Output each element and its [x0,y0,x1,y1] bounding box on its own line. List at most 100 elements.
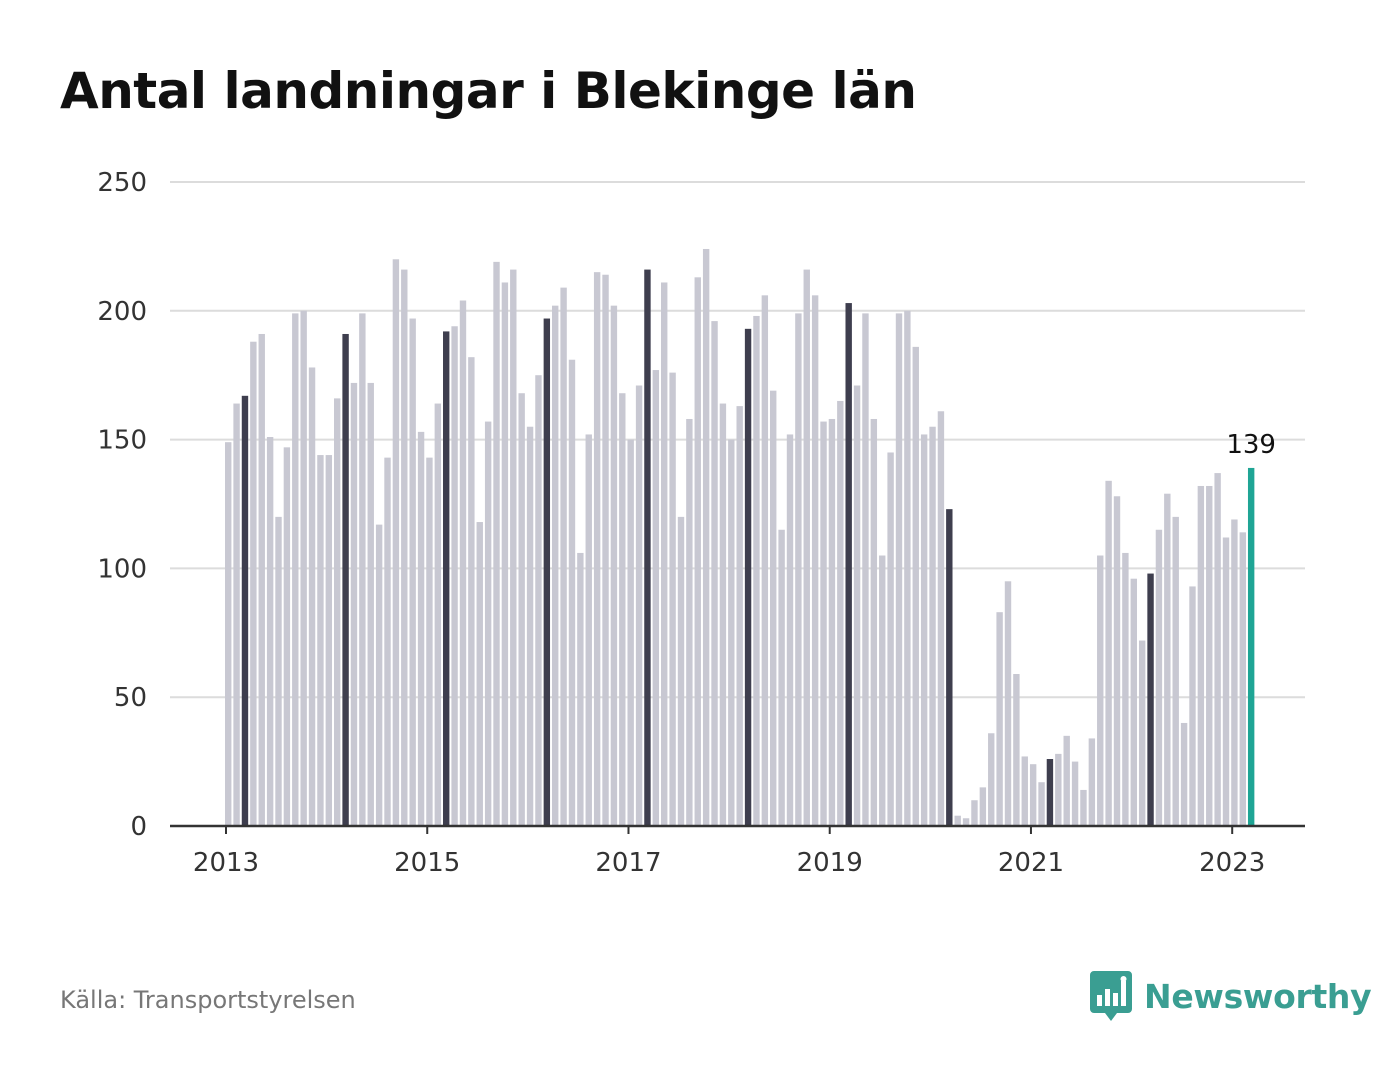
bar [283,447,291,826]
bar [266,437,274,826]
bar [1122,552,1129,826]
newsworthy-logo-icon [1090,971,1132,1021]
bar [1180,722,1188,826]
bar [552,305,559,826]
bar [1231,519,1238,826]
bar [535,375,542,826]
x-axis: 2013 2015 2017 2019 2021 2023 [170,824,1305,878]
bar [510,269,517,827]
chart-title: Antal landningar i Blekinge län [60,62,917,120]
bar [669,372,676,826]
bar [308,367,316,826]
y-tick-label: 250 [97,168,147,198]
bar [359,313,366,826]
bar [1155,529,1163,826]
bar [770,390,777,826]
bar [845,303,852,826]
bar [375,524,383,826]
bar [677,516,685,826]
bar [1097,555,1104,826]
bar [652,370,660,826]
bar-chart: 0 50 100 150 200 250 2013 2015 2017 2019 2021 2023… [97,168,1305,878]
x-tick-label: 2023 [1199,848,1265,878]
bar [459,300,467,826]
bar [325,455,333,826]
bar [719,403,727,826]
bar [476,522,483,826]
bar [518,393,525,826]
bar [644,269,651,827]
bar [1164,493,1171,826]
bar [292,313,299,826]
bar [1247,467,1255,826]
y-tick-label: 150 [97,426,147,456]
annotations: 139 [1226,430,1276,460]
x-tick-label: 2021 [998,848,1064,878]
bar [853,385,861,826]
bar [1063,735,1070,826]
bar [392,259,400,826]
bar [1004,581,1012,826]
bar [451,326,458,826]
bar [1038,782,1045,826]
bar [1055,753,1062,826]
bar [258,333,265,826]
bar [443,331,450,826]
bar [635,385,643,826]
bar [1147,573,1154,826]
bar [962,818,970,826]
bar [753,315,760,826]
bar [409,318,416,826]
bar [1172,516,1179,826]
x-tick-label: 2013 [193,848,259,878]
bar [736,406,743,826]
bar [879,555,886,826]
bar [996,612,1003,826]
y-tick-label: 100 [97,554,147,584]
bar [233,403,240,826]
bar [417,431,425,826]
bar [568,359,576,826]
bar [979,787,987,826]
bar [837,400,844,826]
bar [795,313,802,826]
bar [1130,578,1137,826]
bar [1206,485,1213,826]
bar [904,310,911,826]
bar [317,455,324,826]
brand-name: Newsworthy [1144,976,1372,1016]
bar [334,398,341,826]
bar [250,341,257,826]
bar [702,248,710,827]
bar [426,457,433,826]
source-note: Källa: Transportstyrelsen [60,986,356,1014]
bar [1222,537,1230,826]
y-tick-label: 0 [130,812,147,842]
bar [275,516,282,826]
bar [887,452,894,826]
bar [434,403,442,826]
bar [895,313,903,826]
bar [786,434,794,826]
bar [1029,764,1037,826]
brand-logo[interactable]: Newsworthy [1090,970,1372,1022]
bar [811,295,819,827]
bar [1138,640,1146,826]
bar [761,295,769,827]
bar [728,439,735,826]
bar [501,282,509,827]
bar [862,313,869,826]
bar [367,382,374,826]
bar [627,439,634,826]
bar [468,357,475,826]
bar [619,393,626,826]
bar [300,310,307,826]
bar [350,382,358,826]
bar [241,395,249,826]
x-tick-label: 2019 [797,848,863,878]
bars [225,248,1255,827]
bar [1197,485,1205,826]
bar [661,282,668,827]
latest-value-label: 139 [1226,430,1276,460]
bar [744,328,752,826]
